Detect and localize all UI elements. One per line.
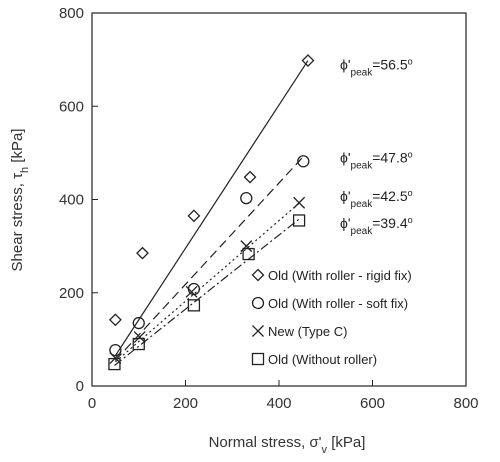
legend-marker-circle [251,296,265,310]
data-point-square [292,214,306,227]
legend-label: New (Type C) [268,324,347,339]
data-points [108,54,315,371]
legend: Old (With roller - rigid fix) Old (With r… [251,268,412,367]
friction-angle-label: ϕ'peak=56.5o [340,56,413,78]
legend-marker-square [251,352,265,366]
data-point-diamond [108,313,122,327]
fit-line-square [114,218,300,366]
legend-label: Old (With roller - soft fix) [268,296,408,311]
fit-line-x [114,202,300,363]
x-marker-stroke [252,325,264,337]
data-point-x [133,331,146,344]
y-tick-label: 800 [59,5,84,22]
data-point-diamond [136,246,149,260]
y-tick-label: 400 [59,192,84,209]
x-tick-label: 400 [266,395,291,412]
x-tick-label: 800 [453,395,478,412]
data-point-circle [109,343,122,357]
data-point-square [187,299,201,312]
x-marker-stroke [133,331,146,344]
y-tick-label: 0 [76,378,84,395]
data-point-square [132,337,145,351]
data-point-square [108,357,121,371]
data-point-diamond [243,170,257,184]
x-marker-stroke [293,196,306,209]
x-tick-label: 200 [173,395,198,412]
fit-lines [114,60,309,366]
data-point-circle [297,155,310,168]
data-point-x [185,285,198,298]
axis-titles: Normal stress, σ'v [kPa] Shear stress, τ… [9,129,365,456]
data-point-circle [240,191,253,205]
legend-marker-diamond [251,268,265,282]
fit-line-diamond [114,60,309,357]
friction-angle-label: ϕ'peak=47.8o [340,150,413,172]
friction-angle-annotations: ϕ'peak=56.5o ϕ'peak=47.8o ϕ'peak=42.5o ϕ'pe… [340,56,413,236]
friction-angle-label: ϕ'peak=42.5o [340,188,413,210]
legend-label: Old (With roller - rigid fix) [268,268,412,283]
x-tick-label: 0 [88,395,96,412]
x-marker-stroke [185,285,198,298]
y-tick-label: 600 [59,98,84,115]
data-point-circle [132,316,145,330]
data-point-diamond [187,209,201,223]
x-axis-title: Normal stress, σ'v [kPa] [209,434,366,456]
legend-label: Old (Without roller) [268,352,377,367]
y-axis-title: Shear stress, τh [kPa] [9,129,31,272]
data-point-diamond [301,54,315,67]
friction-angle-label: ϕ'peak=39.4o [340,215,413,237]
axes: 0 200 400 600 800 0 200 400 600 800 [59,5,479,412]
fit-line-circle [114,156,304,361]
x-tick-label: 600 [360,395,385,412]
legend-marker-x [252,325,264,337]
y-tick-label: 200 [59,285,84,302]
data-point-x [240,240,253,253]
data-point-x [293,196,306,209]
data-point-square [242,247,255,261]
